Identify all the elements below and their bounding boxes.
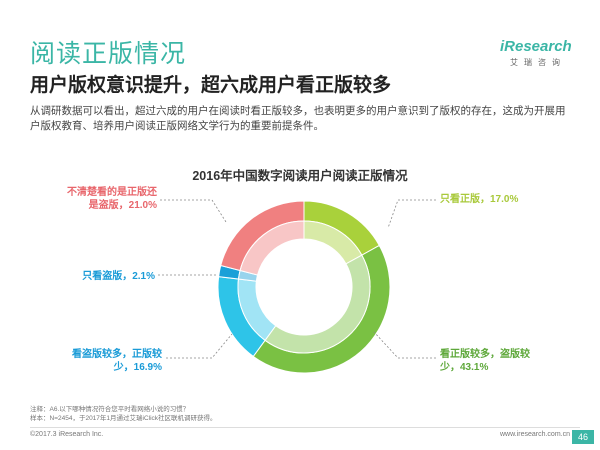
slice-label-1: 看正版较多，盗版较少，43.1% xyxy=(440,349,530,373)
website-link[interactable]: www.iresearch.com.cn xyxy=(499,431,570,438)
leader-line-0 xyxy=(387,199,436,229)
slice-label-3: 只看盗版，2.1% xyxy=(82,271,155,282)
footnote: 注释：A6.以下哪种情况符合您平时看网络小说的习惯？ 样本：N=2454，于20… xyxy=(30,405,217,423)
leader-line-2 xyxy=(166,333,233,359)
footer-divider xyxy=(30,427,580,428)
chart-title: 2016年中国数字阅读用户阅读正版情况 xyxy=(192,169,408,183)
logo-subtext: 艾瑞咨询 xyxy=(510,58,566,67)
page-subtitle: 用户版权意识提升，超六成用户看正版较多 xyxy=(30,75,392,96)
iresearch-logo: iResearch 艾瑞咨询 xyxy=(500,38,580,68)
page-description: 从调研数据可以看出，超过六成的用户在阅读时看正版较多，也表明更多的用户意识到了版… xyxy=(30,105,566,132)
leader-line-1 xyxy=(373,331,436,359)
donut-slice-1 xyxy=(252,244,391,374)
footnote-sample: 样本：N=2454，于2017年1月通过艾瑞iClick社区联机调研获得。 xyxy=(30,415,217,422)
logo-text: iResearch xyxy=(500,38,572,55)
donut-inner-slice-4 xyxy=(239,220,305,276)
copyright: ©2017.3 iResearch Inc. xyxy=(30,431,104,438)
page-title: 阅读正版情况 xyxy=(30,40,187,68)
slice-label-0: 只看正版，17.0% xyxy=(440,194,519,205)
footnote-question: 注释：A6.以下哪种情况符合您平时看网络小说的习惯？ xyxy=(30,406,190,413)
slice-label-4: 不清楚看的是正版还是盗版，21.0% xyxy=(67,187,157,211)
leader-line-4 xyxy=(160,199,227,223)
slice-label-2: 看盗版较多，正版较少，16.9% xyxy=(72,349,162,373)
page-number: 46 xyxy=(572,430,594,444)
